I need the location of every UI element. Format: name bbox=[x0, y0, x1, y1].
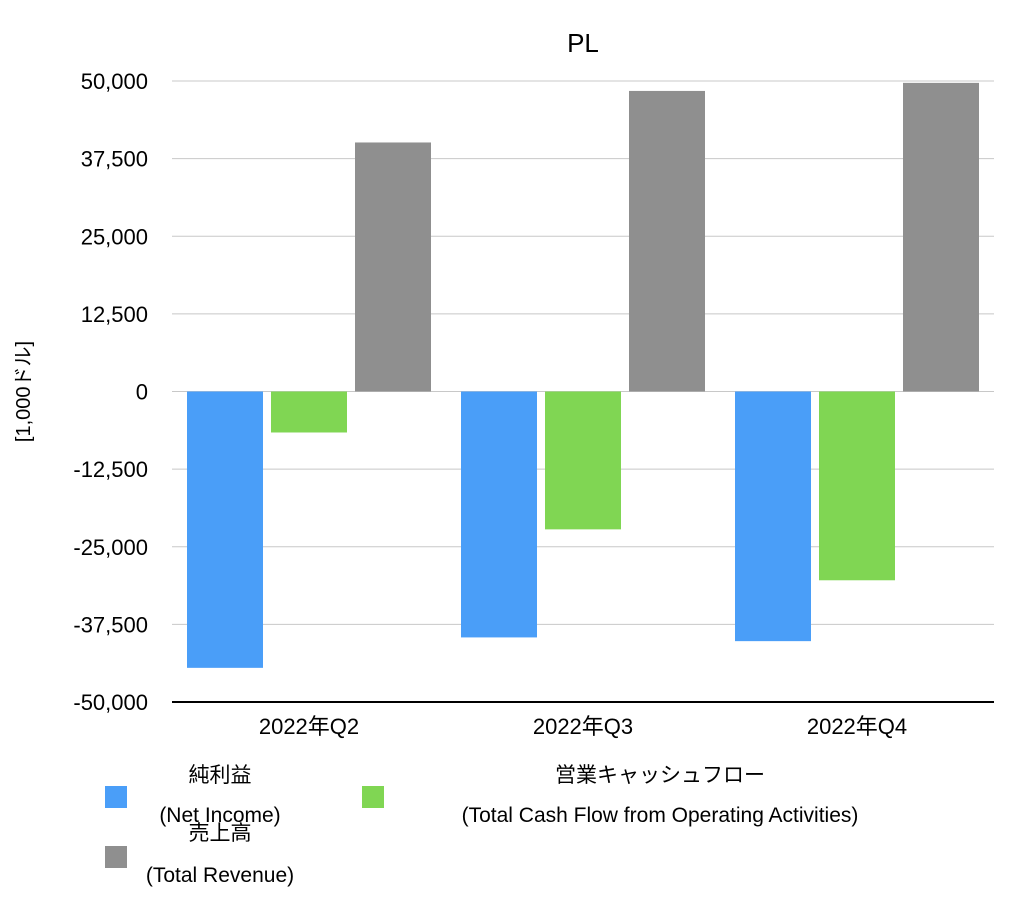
legend-swatch bbox=[105, 846, 127, 868]
y-axis-ticks: 50,000 37,500 25,000 12,500 0 -12,500 -25,000 -… bbox=[73, 69, 148, 715]
y-tick-label: 37,500 bbox=[81, 147, 148, 172]
x-tick-label: 2022年Q4 bbox=[807, 714, 907, 739]
bar-0-0 bbox=[187, 391, 263, 668]
bar-1-2 bbox=[629, 90, 705, 392]
bars bbox=[187, 82, 979, 668]
legend-swatch bbox=[105, 786, 127, 808]
bar-2-1 bbox=[819, 391, 895, 581]
bar-1-0 bbox=[461, 391, 537, 638]
y-tick-label: 12,500 bbox=[81, 302, 148, 327]
y-tick-label: 0 bbox=[136, 380, 148, 405]
bar-2-2 bbox=[903, 82, 979, 392]
legend-label-en: (Total Cash Flow from Operating Activiti… bbox=[462, 804, 859, 827]
x-tick-label: 2022年Q2 bbox=[259, 714, 359, 739]
legend-label-en: (Total Revenue) bbox=[146, 864, 294, 887]
y-tick-label: -25,000 bbox=[73, 535, 148, 560]
legend-label-en: (Net Income) bbox=[159, 804, 280, 827]
y-axis-label: [1,000ドル] bbox=[13, 341, 35, 442]
x-tick-label: 2022年Q3 bbox=[533, 714, 633, 739]
y-tick-label: -50,000 bbox=[73, 690, 148, 715]
chart-title: PL bbox=[567, 28, 599, 58]
y-tick-label: 50,000 bbox=[81, 69, 148, 94]
legend-label: 営業キャッシュフロー bbox=[555, 764, 765, 787]
x-axis-ticks: 2022年Q2 2022年Q3 2022年Q4 bbox=[259, 714, 907, 739]
y-tick-label: 25,000 bbox=[81, 224, 148, 249]
legend: 純利益 (Net Income) 営業キャッシュフロー (Total Cash Flo… bbox=[105, 764, 858, 887]
bar-0-2 bbox=[355, 142, 431, 392]
bar-1-1 bbox=[545, 391, 621, 530]
legend-swatch bbox=[362, 786, 384, 808]
y-tick-label: -12,500 bbox=[73, 457, 148, 482]
bar-0-1 bbox=[271, 391, 347, 433]
legend-label: 売上高 bbox=[189, 822, 252, 845]
bar-2-0 bbox=[735, 391, 811, 642]
legend-label: 純利益 bbox=[189, 764, 252, 787]
y-tick-label: -37,500 bbox=[73, 612, 148, 637]
